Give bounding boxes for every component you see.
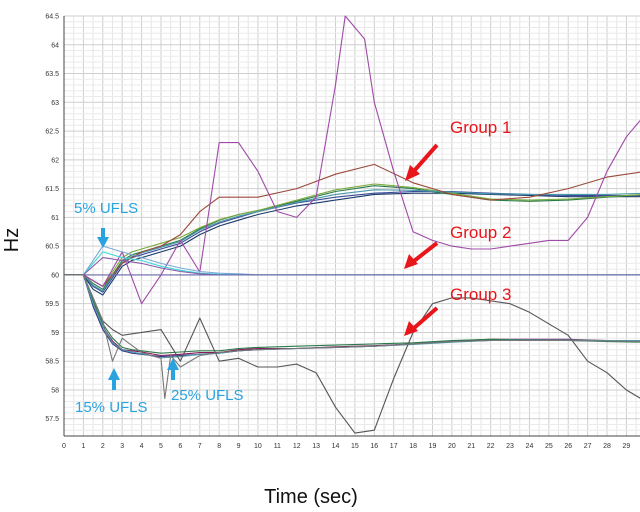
- series-line-16: [64, 274, 640, 434]
- group-2-arrow: [404, 241, 439, 269]
- x-tick-label: 6: [178, 443, 182, 450]
- x-tick-label: 8: [217, 443, 221, 450]
- y-tick-label: 60: [51, 272, 59, 279]
- x-tick-label: 25: [545, 443, 553, 450]
- x-tick-label: 1: [81, 443, 85, 450]
- x-tick-label: 3: [120, 443, 124, 450]
- y-tick-label: 62: [51, 157, 59, 164]
- x-tick-label: 10: [254, 443, 262, 450]
- series-line-15: [64, 274, 640, 359]
- y-tick-label: 59.5: [45, 301, 59, 308]
- x-tick-label: 17: [390, 443, 398, 450]
- y-tick-label: 63.5: [45, 71, 59, 78]
- y-tick-label: 58: [51, 387, 59, 394]
- group-2-label: Group 2: [450, 223, 511, 242]
- ufls-15-arrow: [108, 368, 120, 390]
- x-tick-label: 4: [140, 443, 144, 450]
- series-line-3: [64, 185, 640, 290]
- x-tick-label: 28: [603, 443, 611, 450]
- x-tick-label: 0: [62, 443, 66, 450]
- y-tick-label: 62.5: [45, 129, 59, 136]
- x-tick-label: 12: [293, 443, 301, 450]
- annotation-arrows: [97, 143, 439, 390]
- series-line-14: [64, 274, 640, 354]
- x-tick-label: 14: [332, 443, 340, 450]
- x-tick-label: 23: [506, 443, 514, 450]
- x-tick-label: 24: [526, 443, 534, 450]
- x-tick-label: 7: [198, 443, 202, 450]
- y-axis-title: Hz: [1, 228, 23, 252]
- series-line-1: [64, 190, 640, 293]
- x-tick-label: 26: [564, 443, 572, 450]
- x-tick-label: 29: [623, 443, 631, 450]
- group-1-label: Group 1: [450, 118, 511, 137]
- series-lines: [64, 15, 640, 434]
- y-tick-label: 64: [51, 42, 59, 49]
- annotation-labels: 5% UFLS 15% UFLS 25% UFLS Group 1 Group …: [74, 118, 511, 416]
- x-tick-label: 20: [448, 443, 456, 450]
- group-3-label: Group 3: [450, 285, 511, 304]
- y-tick-label: 63: [51, 100, 59, 107]
- x-tick-label: 15: [351, 443, 359, 450]
- x-tick-label: 9: [237, 443, 241, 450]
- y-tick-label: 61: [51, 215, 59, 222]
- x-tick-label: 16: [370, 443, 378, 450]
- x-tick-label: 22: [487, 443, 495, 450]
- y-tick-label: 64.5: [45, 14, 59, 21]
- x-tick-label: 13: [312, 443, 320, 450]
- x-tick-label: 19: [429, 443, 437, 450]
- y-tick-labels: 57.5 58 58.5 59 59.5 60 60.5 61 61.5 62 62.5 63 63.5…: [45, 14, 59, 424]
- ufls-15-label: 15% UFLS: [75, 399, 148, 416]
- series-line-17: [64, 274, 640, 400]
- series-line-4: [64, 183, 640, 287]
- ufls-5-arrow: [97, 228, 109, 248]
- ufls-25-arrow: [167, 358, 179, 380]
- series-line-5: [64, 189, 640, 292]
- x-tick-label: 11: [274, 443, 281, 450]
- ufls-5-label: 5% UFLS: [74, 200, 138, 217]
- x-tick-label: 2: [101, 443, 105, 450]
- y-tick-label: 60.5: [45, 244, 59, 251]
- y-tick-label: 57.5: [45, 416, 59, 423]
- y-tick-label: 59: [51, 330, 59, 337]
- x-axis-title: Time (sec): [264, 486, 358, 508]
- axes: [63, 16, 640, 437]
- ufls-25-label: 25% UFLS: [171, 387, 244, 404]
- x-tick-label: 5: [159, 443, 163, 450]
- series-line-2: [64, 192, 640, 296]
- x-tick-label: 21: [467, 443, 475, 450]
- group-3-arrow: [404, 306, 439, 336]
- series-line-7: [64, 15, 640, 305]
- grid: [63, 15, 640, 437]
- y-tick-label: 61.5: [45, 186, 59, 193]
- x-tick-label: 18: [409, 443, 417, 450]
- y-tick-label: 58.5: [45, 359, 59, 366]
- x-tick-labels: 0 1 2 3 4 5 6 7 8 9 10 11 12 13 14 15 16 17 18 19 20 21 22 23 24…: [62, 443, 630, 450]
- group-1-arrow: [405, 143, 439, 181]
- x-tick-label: 27: [584, 443, 592, 450]
